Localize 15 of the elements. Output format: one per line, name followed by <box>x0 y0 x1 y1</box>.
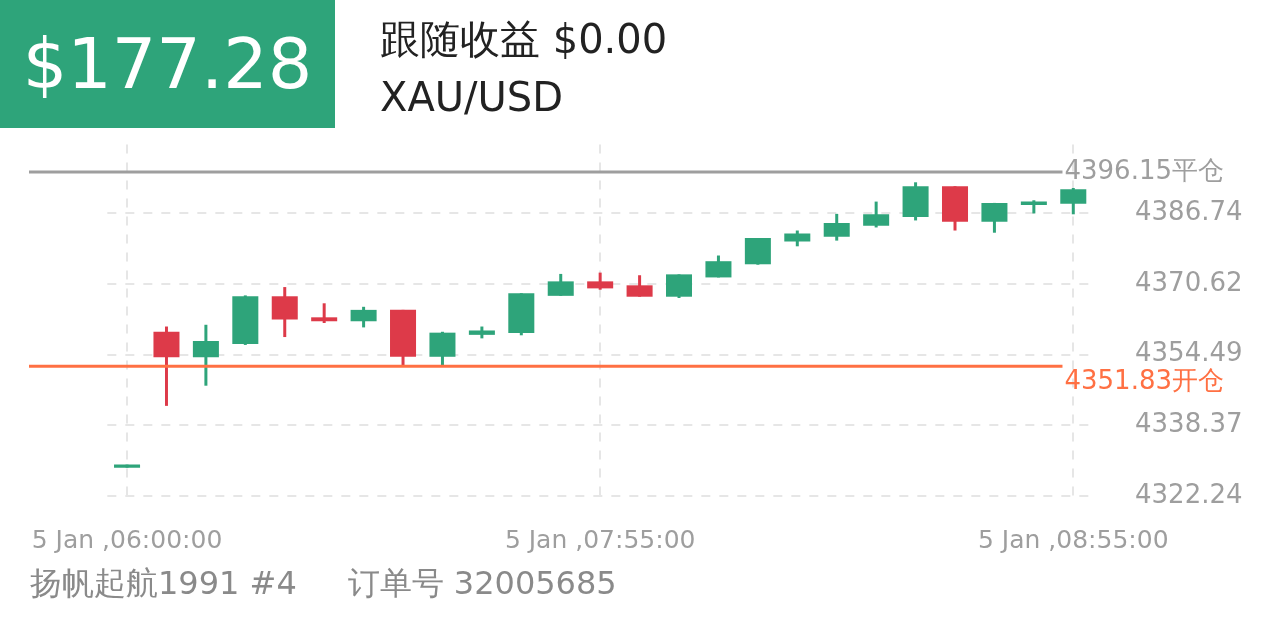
y-tick-label: 4338.37 <box>1135 408 1243 439</box>
chart-subtitle: 跟随收益 $0.00 <box>380 15 668 64</box>
y-tick-label: 4370.62 <box>1135 266 1243 297</box>
text: 扬帆起航1991 #4 订单号 32005685 <box>30 564 617 602</box>
x-tick-label: 5 Jan ,08:55:00 <box>978 524 1169 554</box>
y-tick-label: 4386.74 <box>1135 196 1243 226</box>
chart-title: $177.28 <box>0 0 335 128</box>
ref-line-label: 4396.15平仓 <box>1064 154 1224 185</box>
x-tick-label: 5 Jan ,07:55:00 <box>504 524 696 554</box>
y-tick-label: 4322.24 <box>1135 478 1243 509</box>
y-tick-label: 4354.49 <box>1135 337 1243 368</box>
candlestick <box>311 303 338 324</box>
x-tick-label: 5 Jan ,06:00:00 <box>31 524 223 554</box>
text: XAU/USD <box>380 74 563 120</box>
ref-line-label: 4351.83开仓 <box>1064 365 1224 396</box>
